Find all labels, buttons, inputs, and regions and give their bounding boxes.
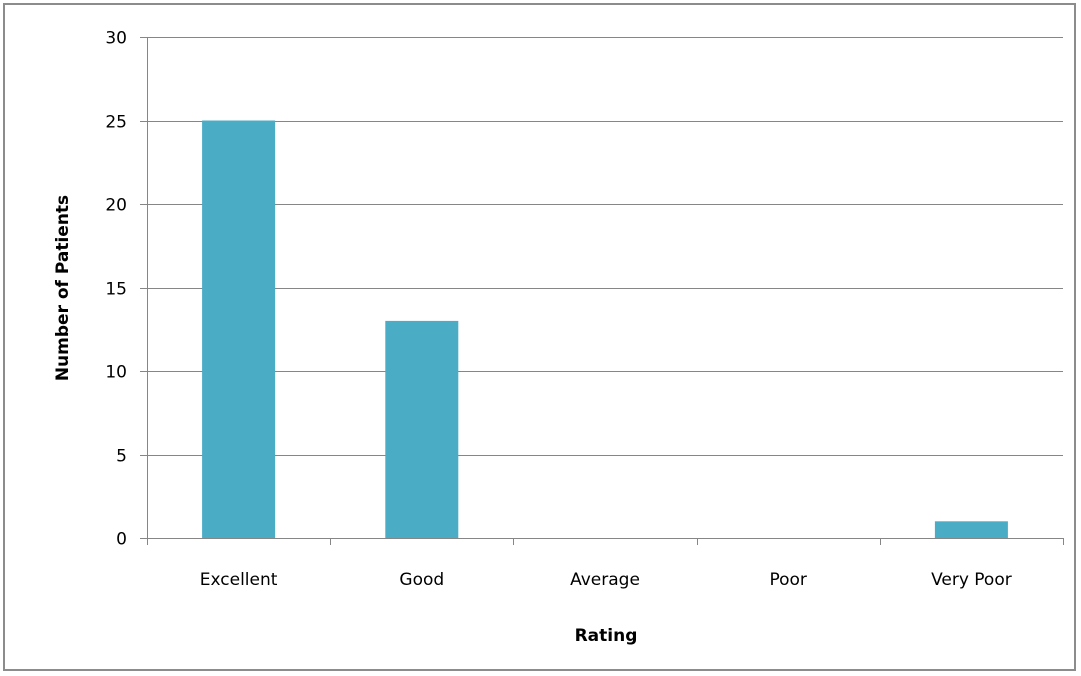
bars <box>202 120 1008 538</box>
x-tick-label: Average <box>570 570 640 590</box>
y-tick-label: 20 <box>105 196 127 216</box>
y-tick-labels: 0 5 10 15 20 25 30 <box>105 29 127 550</box>
x-tick-label: Good <box>399 570 444 590</box>
y-axis-title: Number of Patients <box>53 195 73 381</box>
y-tick-label: 5 <box>116 447 127 467</box>
x-tick-label: Very Poor <box>931 570 1012 590</box>
y-tick-label: 10 <box>105 363 127 383</box>
y-tick-label: 30 <box>105 29 127 49</box>
x-tick-label: Excellent <box>200 570 278 590</box>
chart-frame <box>3 3 1076 671</box>
x-tick-label: Poor <box>769 570 806 590</box>
x-tick-labels: Excellent Good Average Poor Very Poor <box>200 570 1012 590</box>
axes <box>140 37 1064 545</box>
bar-good <box>385 320 459 538</box>
y-tick-label: 0 <box>116 530 127 550</box>
y-tick-label: 15 <box>105 280 127 300</box>
y-tick-label: 25 <box>105 113 127 133</box>
x-axis-title: Rating <box>575 626 638 646</box>
bar-excellent <box>202 120 276 538</box>
bar-very-poor <box>934 521 1008 538</box>
gridlines <box>147 37 1063 456</box>
